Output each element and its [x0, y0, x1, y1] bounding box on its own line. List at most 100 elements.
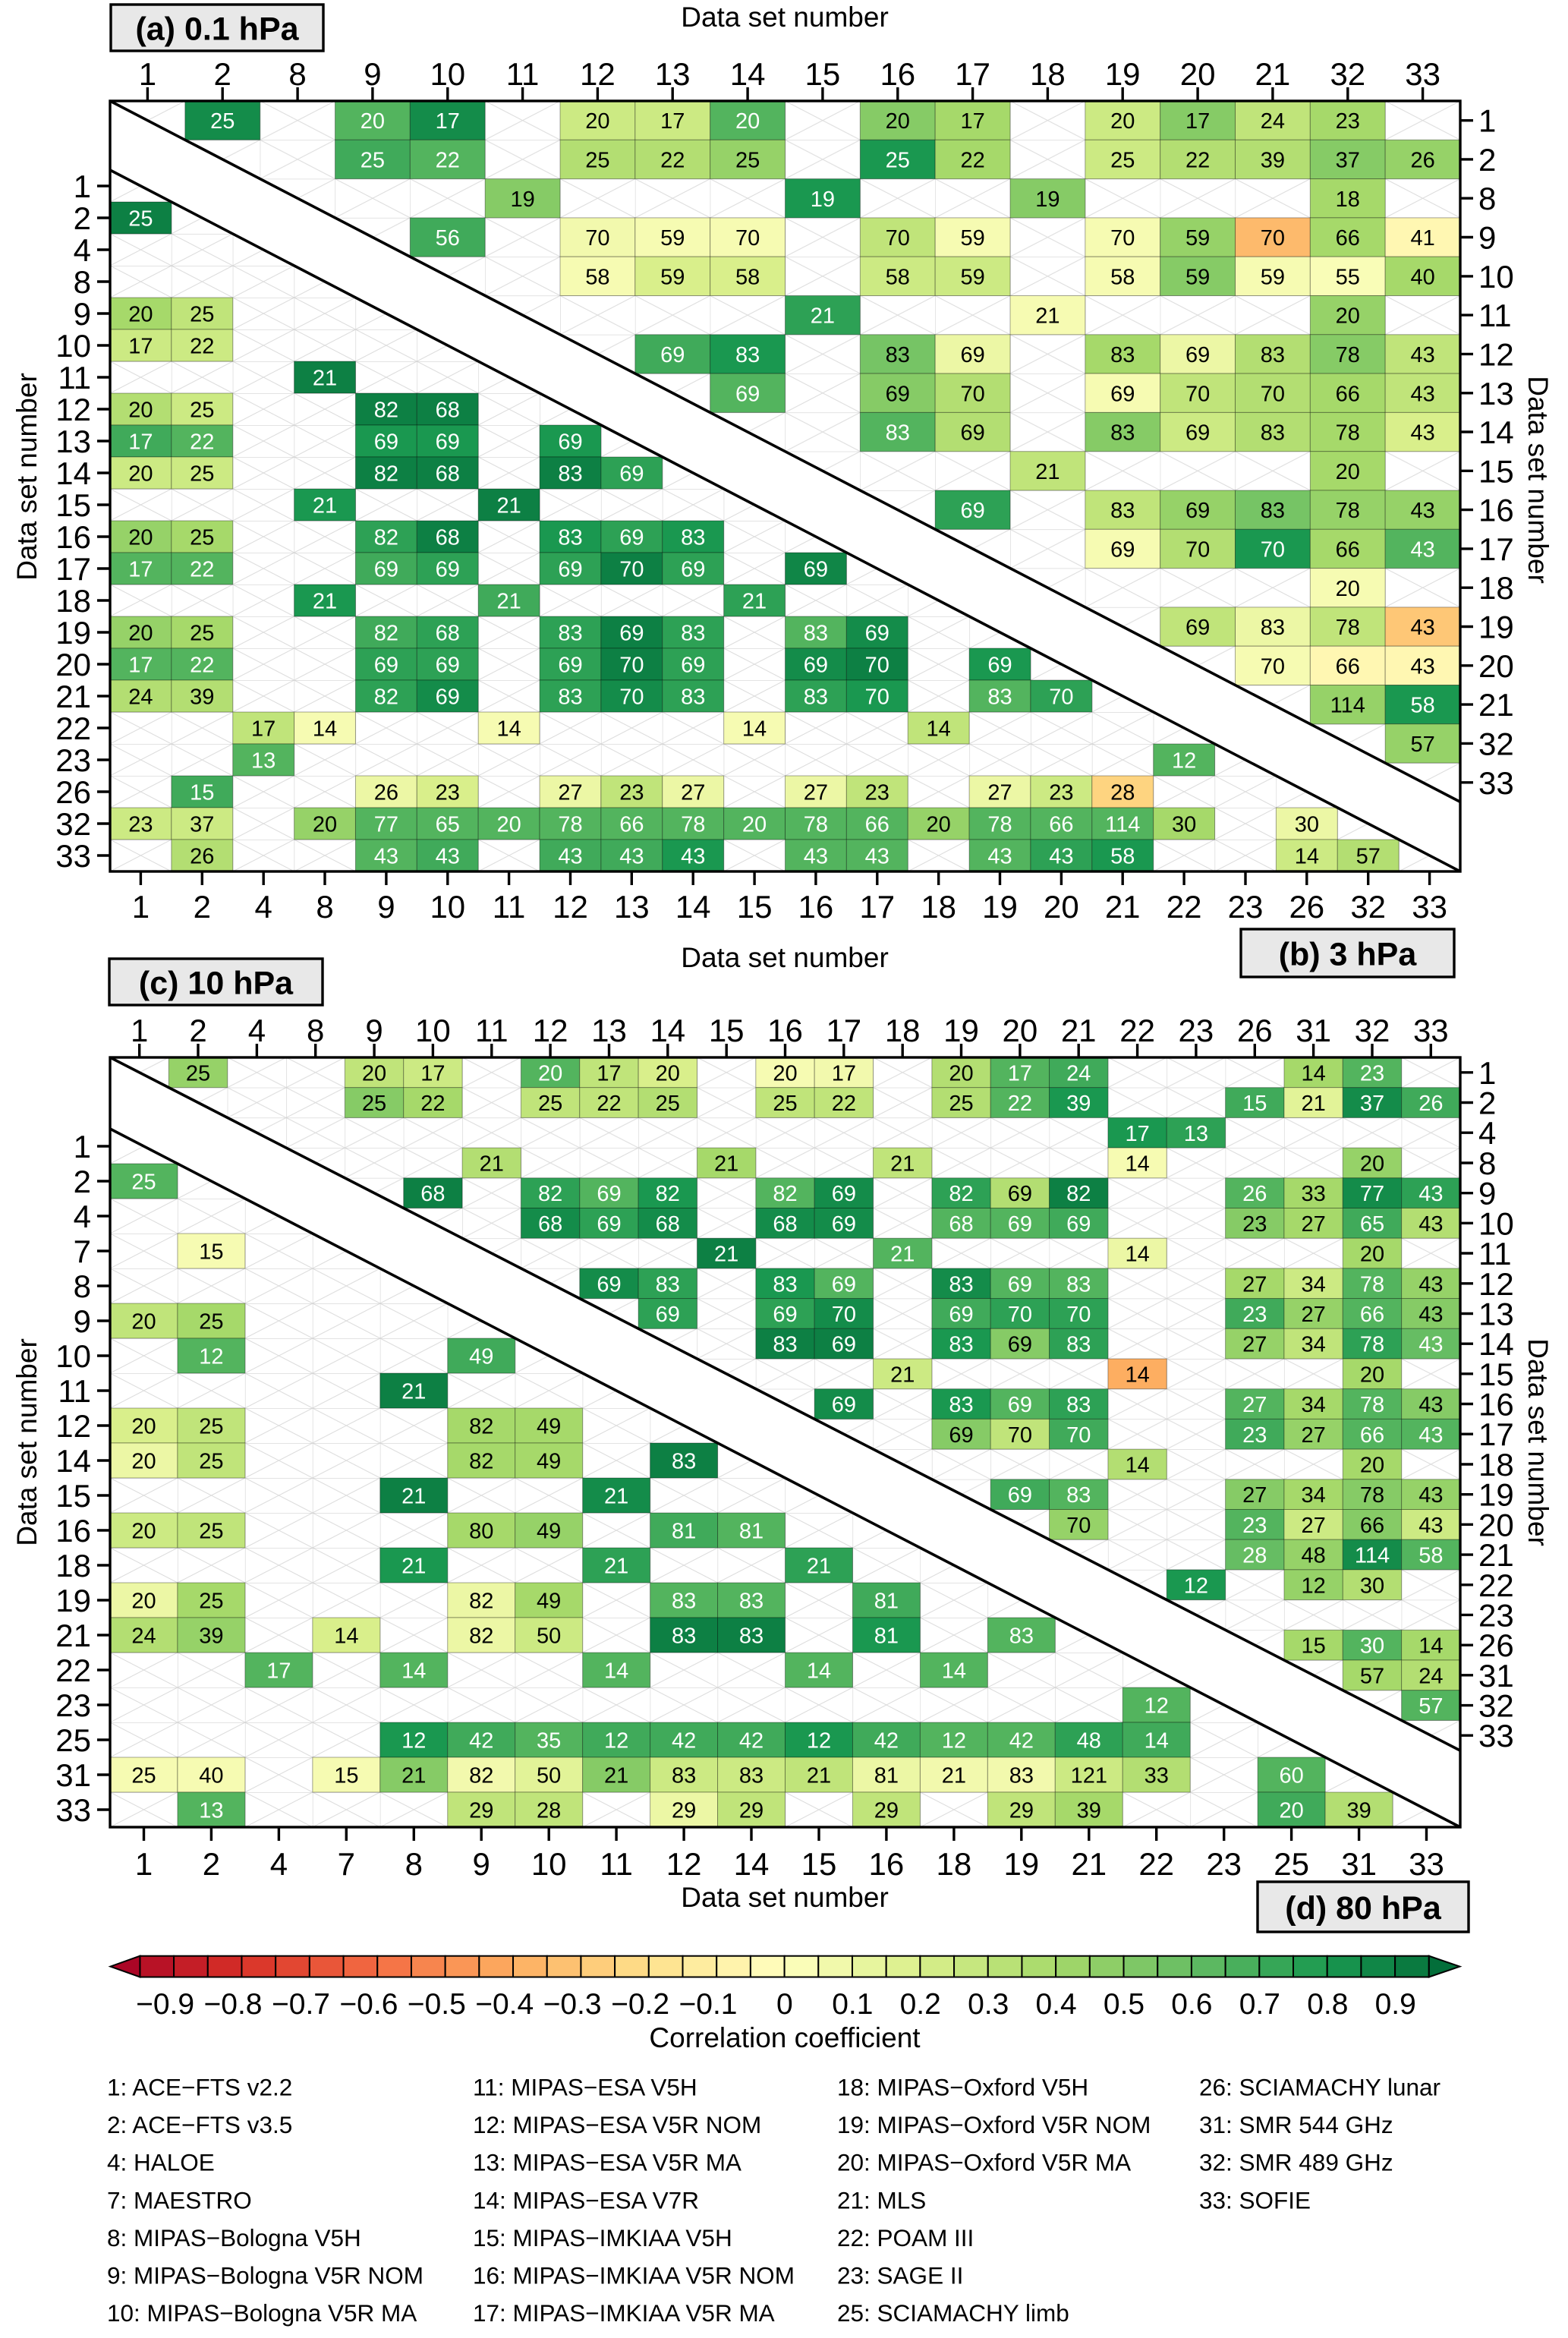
- svg-text:26: 26: [374, 781, 398, 805]
- svg-text:20: 20: [1336, 304, 1360, 329]
- svg-text:15: 15: [55, 487, 91, 523]
- svg-text:25: 25: [538, 1092, 562, 1116]
- svg-text:60: 60: [1279, 1764, 1303, 1788]
- svg-text:69: 69: [558, 430, 582, 455]
- svg-text:33: 33: [1301, 1182, 1325, 1206]
- svg-text:27: 27: [1301, 1212, 1325, 1237]
- svg-text:0.8: 0.8: [1307, 1988, 1348, 2021]
- svg-text:−0.2: −0.2: [611, 1988, 669, 2021]
- svg-text:18: 18: [1030, 56, 1066, 92]
- svg-text:48: 48: [1077, 1729, 1101, 1753]
- svg-text:12: 12: [1301, 1574, 1325, 1598]
- svg-text:22: 22: [960, 148, 984, 172]
- svg-text:34: 34: [1301, 1393, 1325, 1417]
- svg-text:20: 20: [1003, 1013, 1038, 1048]
- svg-text:23: 23: [1049, 781, 1073, 805]
- svg-text:14: 14: [1301, 1061, 1325, 1086]
- svg-text:33: SOFIE: 33: SOFIE: [1199, 2186, 1311, 2214]
- svg-text:14: 14: [401, 1659, 426, 1684]
- svg-text:43: 43: [1418, 1303, 1443, 1327]
- svg-text:58: 58: [1410, 694, 1434, 718]
- svg-text:69: 69: [681, 558, 705, 582]
- svg-text:13: 13: [55, 424, 91, 459]
- svg-text:8: 8: [1478, 1145, 1496, 1181]
- svg-text:69: 69: [960, 343, 984, 367]
- svg-text:59: 59: [960, 226, 984, 250]
- svg-text:43: 43: [1410, 421, 1434, 446]
- svg-text:21: 21: [807, 1764, 831, 1788]
- svg-text:33: 33: [1145, 1764, 1169, 1788]
- svg-text:0.7: 0.7: [1239, 1988, 1280, 2021]
- svg-text:15: 15: [334, 1764, 358, 1788]
- svg-text:21: 21: [1061, 1013, 1097, 1048]
- svg-text:21: 21: [811, 304, 835, 329]
- svg-text:1: 1: [1478, 103, 1496, 139]
- svg-text:17: 17: [128, 430, 153, 455]
- svg-text:2: 2: [74, 1164, 91, 1199]
- svg-text:(a) 0.1 hPa: (a) 0.1 hPa: [135, 11, 299, 48]
- svg-text:20: 20: [128, 526, 153, 550]
- svg-text:25: 25: [1274, 1846, 1309, 1882]
- svg-text:22: 22: [190, 430, 214, 455]
- svg-text:27: 27: [1242, 1483, 1267, 1508]
- svg-text:22: 22: [660, 148, 685, 172]
- svg-text:1: 1: [132, 889, 150, 925]
- svg-text:83: 83: [949, 1272, 973, 1297]
- svg-text:27: 27: [804, 781, 828, 805]
- svg-text:16: 16: [798, 889, 834, 925]
- svg-text:11: 11: [58, 360, 91, 395]
- svg-text:18: 18: [55, 583, 91, 619]
- svg-text:12: 12: [807, 1729, 831, 1753]
- svg-text:20: 20: [131, 1520, 156, 1544]
- svg-text:83: 83: [739, 1764, 764, 1788]
- svg-text:22: 22: [55, 1653, 91, 1688]
- svg-text:12: 12: [1145, 1694, 1169, 1719]
- svg-text:19: MIPAS−Oxford V5R NOM: 19: MIPAS−Oxford V5R NOM: [837, 2111, 1151, 2138]
- svg-text:18: 18: [1336, 187, 1360, 212]
- svg-text:41: 41: [1410, 226, 1434, 250]
- svg-text:78: 78: [1360, 1272, 1384, 1297]
- svg-text:−0.4: −0.4: [475, 1988, 534, 2021]
- svg-text:13: MIPAS−ESA V5R MA: 13: MIPAS−ESA V5R MA: [473, 2149, 741, 2176]
- svg-text:70: 70: [1008, 1303, 1032, 1327]
- svg-text:17: 17: [128, 654, 153, 678]
- svg-text:20: 20: [1360, 1453, 1384, 1477]
- svg-text:78: 78: [558, 813, 582, 837]
- svg-text:69: 69: [1185, 616, 1210, 640]
- svg-text:69: 69: [773, 1303, 797, 1327]
- svg-text:14: 14: [1125, 1453, 1149, 1477]
- svg-text:21: 21: [313, 590, 337, 614]
- svg-text:69: 69: [832, 1272, 856, 1297]
- svg-text:21: 21: [1035, 304, 1060, 329]
- svg-text:32: 32: [1330, 56, 1365, 92]
- svg-text:68: 68: [420, 1182, 445, 1206]
- svg-text:69: 69: [619, 462, 644, 487]
- svg-text:15: 15: [1478, 453, 1514, 489]
- svg-text:17: 17: [597, 1061, 621, 1086]
- svg-text:30: 30: [1360, 1634, 1384, 1659]
- svg-text:25: 25: [949, 1092, 973, 1116]
- svg-text:83: 83: [1066, 1483, 1091, 1508]
- svg-text:17: 17: [128, 335, 153, 359]
- svg-text:83: 83: [672, 1764, 696, 1788]
- svg-text:83: 83: [672, 1590, 696, 1614]
- svg-text:21: 21: [1478, 687, 1514, 723]
- svg-text:12: 12: [942, 1729, 966, 1753]
- svg-text:49: 49: [469, 1345, 493, 1369]
- svg-text:23: SAGE II: 23: SAGE II: [837, 2262, 963, 2289]
- svg-text:14: 14: [675, 889, 711, 925]
- svg-text:1: 1: [135, 1846, 153, 1882]
- svg-text:27: 27: [1242, 1333, 1267, 1357]
- svg-text:23: 23: [1242, 1303, 1267, 1327]
- svg-text:66: 66: [1336, 537, 1360, 562]
- svg-text:69: 69: [1008, 1333, 1032, 1357]
- svg-text:16: MIPAS−IMKIAA V5R NOM: 16: MIPAS−IMKIAA V5R NOM: [473, 2262, 795, 2289]
- svg-text:83: 83: [949, 1393, 973, 1417]
- svg-text:26: 26: [55, 774, 91, 810]
- svg-text:20: 20: [361, 109, 385, 134]
- svg-text:43: 43: [987, 845, 1012, 869]
- svg-text:20: 20: [128, 303, 153, 327]
- svg-text:69: 69: [832, 1393, 856, 1417]
- svg-text:8: MIPAS−Bologna V5H: 8: MIPAS−Bologna V5H: [107, 2224, 361, 2251]
- svg-text:17: 17: [955, 56, 990, 92]
